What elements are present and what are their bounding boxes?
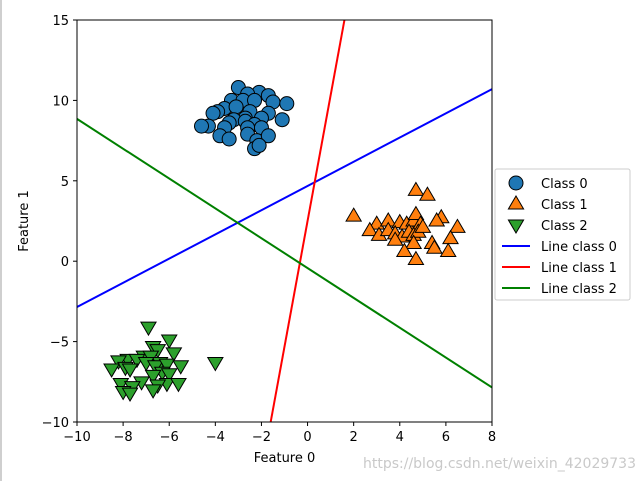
- x-tick-label: −10: [63, 430, 90, 445]
- class-0-point: [228, 99, 244, 115]
- class-1-point: [405, 234, 423, 249]
- axis-ticks: −10 −8 −6 −4 −2 0 2 4 6 8 −10 −5 0 5 10 15: [42, 14, 497, 445]
- class-0-point: [260, 128, 276, 144]
- class-2-point: [103, 363, 121, 378]
- class-0-point: [221, 131, 237, 147]
- class-2-point: [160, 368, 178, 383]
- legend-label: Class 2: [541, 219, 588, 234]
- x-tick-label: 8: [488, 430, 496, 445]
- class-1-point: [428, 212, 446, 227]
- plot-frame: [76, 19, 493, 423]
- x-tick-label: 4: [396, 430, 404, 445]
- class-0-point: [194, 118, 209, 134]
- class-1-point: [407, 250, 425, 266]
- class-2-point: [121, 387, 139, 403]
- class-2-point: [206, 357, 224, 372]
- window-frame-edge: [0, 0, 2, 481]
- legend-label: Line class 1: [541, 261, 617, 276]
- class-1-point: [418, 186, 436, 201]
- class-2-point: [139, 321, 157, 337]
- legend-marker-class-0: [508, 175, 524, 191]
- class-0-point: [274, 112, 290, 128]
- legend-marker-class-1: [507, 195, 525, 210]
- x-tick-label: 0: [303, 430, 311, 445]
- class-1-point: [414, 218, 432, 233]
- scatter-points: [103, 80, 466, 403]
- class-2-point: [158, 358, 176, 374]
- class-1-point: [425, 239, 443, 254]
- class-2-point: [169, 377, 187, 393]
- class-1-point: [442, 229, 459, 245]
- y-axis-label: Feature 1: [17, 190, 32, 252]
- class-1-point: [386, 231, 404, 246]
- class-2-point: [144, 384, 162, 399]
- x-tick-label: −2: [252, 430, 271, 445]
- legend-label: Line class 2: [541, 282, 617, 297]
- watermark: https://blog.csdn.net/weixin_42029733: [362, 456, 636, 472]
- legend-marker-class-2: [507, 219, 525, 234]
- line-class-1: [269, 20, 346, 422]
- x-tick-label: −4: [206, 430, 225, 445]
- y-tick-label: 5: [61, 175, 69, 190]
- x-tick-label: 6: [442, 430, 450, 445]
- line-class-0: [77, 88, 492, 308]
- x-tick-label: 2: [350, 430, 358, 445]
- class-1-point: [407, 181, 425, 196]
- class-2-point: [165, 347, 183, 362]
- legend-label: Class 1: [541, 198, 588, 213]
- y-tick-label: −10: [42, 416, 69, 431]
- class-0-point: [251, 137, 267, 153]
- x-tick-label: −6: [160, 430, 179, 445]
- class-1-point: [395, 242, 413, 258]
- x-axis-label: Feature 0: [254, 451, 316, 466]
- y-tick-label: 10: [52, 94, 69, 109]
- class-0-point: [205, 105, 221, 121]
- class-2-point: [121, 363, 139, 378]
- y-tick-label: 0: [61, 255, 69, 270]
- class-0-point: [279, 96, 295, 112]
- class-1-point: [361, 221, 379, 237]
- class-2-point: [160, 334, 178, 349]
- class-1-point: [407, 205, 425, 221]
- class-1-point: [448, 218, 466, 233]
- class-1-point: [439, 242, 457, 258]
- y-tick-label: 15: [52, 14, 69, 29]
- x-tick-label: −8: [114, 430, 133, 445]
- y-tick-label: −5: [50, 336, 69, 351]
- class-1-point: [345, 207, 363, 222]
- line-class-2: [77, 118, 492, 389]
- decision-lines: [77, 20, 492, 422]
- class-2-point: [172, 360, 190, 375]
- legend-label: Line class 0: [541, 240, 617, 255]
- legend-label: Class 0: [541, 177, 588, 192]
- legend: Class 0 Class 1 Class 2 Line class 0 Line cl…: [494, 168, 631, 301]
